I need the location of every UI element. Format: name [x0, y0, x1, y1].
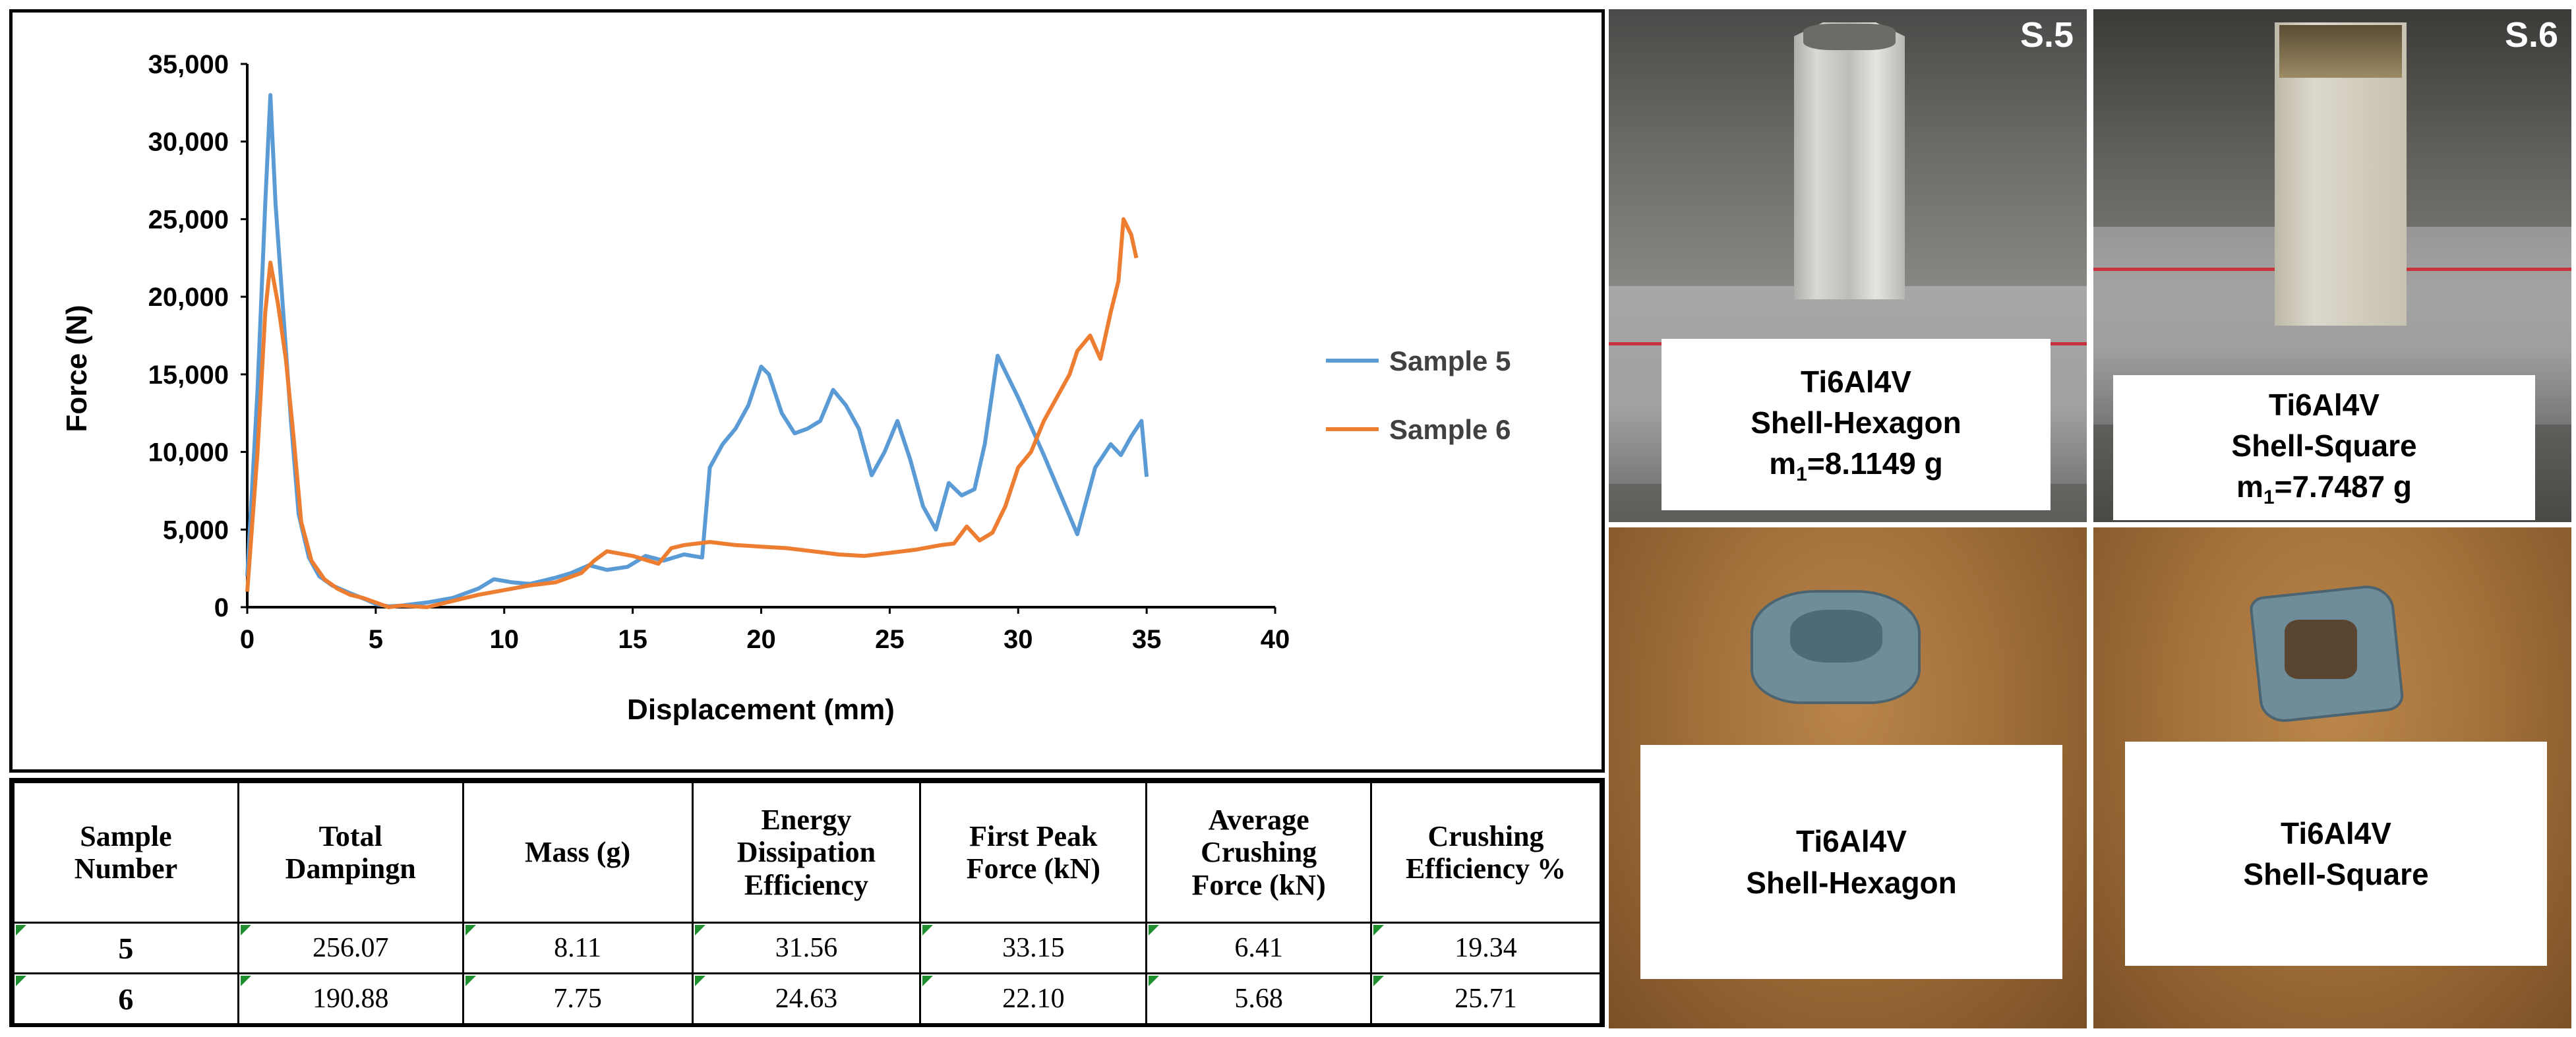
- table-cell: 22.10: [919, 972, 1148, 1025]
- photo-sample-5-before: S.5 Ti6Al4V Shell-Hexagon m1=8.1149 g: [1609, 9, 2087, 522]
- photo-sample-6-before: S.6 Ti6Al4V Shell-Square m1=7.7487 g: [2093, 9, 2571, 522]
- sample-tag: S.6: [2504, 15, 2558, 55]
- crushed-specimen-interior: [2285, 620, 2357, 679]
- mass-subscript: 1: [2263, 486, 2275, 508]
- material-label: Ti6Al4V: [1801, 364, 1911, 399]
- cell-indicator-icon: [240, 925, 251, 935]
- x-tick-label: 5: [369, 625, 383, 654]
- x-tick-label: 20: [746, 625, 776, 654]
- results-table: Sample Number Total Dampingn Mass (g) Energy D…: [13, 781, 1602, 1025]
- sample-tag: S.5: [2020, 15, 2074, 55]
- mass-label: m1=8.1149 g: [1769, 443, 1943, 489]
- cell-indicator-icon: [1373, 976, 1385, 986]
- hexagon-shell-opening: [1803, 24, 1896, 50]
- table-cell: 256.07: [237, 922, 464, 974]
- y-tick-label: 5,000: [163, 516, 229, 545]
- chart-svg: 0 5 10 15 20 25 30 35 40 0 5,000 10,000 15,000 20,000…: [61, 50, 1511, 726]
- x-tick-label: 30: [1003, 625, 1033, 654]
- sample-number-cell: 6: [13, 972, 239, 1025]
- x-tick-label: 0: [240, 625, 255, 654]
- column-header: Sample Number: [13, 781, 239, 924]
- cell-indicator-icon: [1149, 976, 1160, 986]
- table-cell: 33.15: [919, 922, 1148, 974]
- y-tick-label: 30,000: [148, 128, 229, 157]
- table-cell: 25.71: [1370, 972, 1602, 1025]
- table-cell: 6.41: [1145, 922, 1373, 974]
- table-cell: 24.63: [691, 972, 922, 1025]
- square-shell-opening: [2279, 25, 2402, 78]
- material-label: Ti6Al4V: [2281, 815, 2391, 850]
- specimen-label-card: Ti6Al4V Shell-Hexagon: [1640, 745, 2062, 979]
- photo-sample-6-crushed: Ti6Al4V Shell-Square: [2093, 527, 2571, 1028]
- table-row: 6 190.88 7.75 24.63 22.10 5.68 25.71: [13, 972, 1602, 1025]
- hexagon-shell-specimen: [1794, 22, 1905, 299]
- geometry-label: Shell-Hexagon: [1751, 405, 1962, 440]
- mass-value: =7.7487 g: [2274, 469, 2412, 504]
- column-header: Total Dampingn: [237, 781, 464, 924]
- y-tick-label: 25,000: [148, 205, 229, 234]
- column-header: First Peak Force (kN): [919, 781, 1148, 924]
- geometry-label: Shell-Square: [2231, 428, 2417, 463]
- x-tick-label: 25: [875, 625, 905, 654]
- cell-indicator-icon: [465, 925, 476, 935]
- table-cell: 5.68: [1145, 972, 1373, 1025]
- sample-number-cell: 5: [13, 922, 239, 974]
- column-header: Crushing Efficiency %: [1370, 781, 1602, 924]
- table-cell: 8.11: [462, 922, 694, 974]
- cell-indicator-icon: [16, 976, 26, 986]
- x-tick-label: 40: [1261, 625, 1290, 654]
- series-line-sample-6: [245, 217, 1139, 609]
- cell-indicator-icon: [1373, 925, 1385, 935]
- table-cell: 31.56: [691, 922, 922, 974]
- cell-indicator-icon: [922, 976, 934, 986]
- cell-indicator-icon: [16, 925, 26, 935]
- x-tick-label: 35: [1132, 625, 1162, 654]
- x-tick-label: 10: [490, 625, 520, 654]
- cell-indicator-icon: [465, 976, 476, 986]
- force-displacement-chart: 0 5 10 15 20 25 30 35 40 0 5,000 10,000 15,000 20,000…: [9, 9, 1605, 773]
- geometry-label: Shell-Square: [2243, 857, 2429, 891]
- table-cell: 7.75: [462, 972, 694, 1025]
- x-tick-label: 15: [618, 625, 647, 654]
- photo-sample-5-crushed: Ti6Al4V Shell-Hexagon: [1609, 527, 2087, 1028]
- specimen-label-card: Ti6Al4V Shell-Square: [2125, 742, 2547, 966]
- y-tick-label: 10,000: [148, 438, 229, 467]
- cell-indicator-icon: [1149, 925, 1160, 935]
- material-label: Ti6Al4V: [1796, 824, 1907, 859]
- mass-symbol: m: [1769, 446, 1797, 481]
- mass-subscript: 1: [1796, 463, 1807, 485]
- mass-label: m1=7.7487 g: [2236, 466, 2412, 512]
- column-header: Energy Dissipation Efficiency: [691, 781, 922, 924]
- series-line-sample-5: [245, 93, 1149, 608]
- table-cell: 190.88: [237, 972, 464, 1025]
- table-cell: 19.34: [1370, 922, 1602, 974]
- specimen-label-card: Ti6Al4V Shell-Hexagon m1=8.1149 g: [1662, 339, 2051, 510]
- mass-value: =8.1149 g: [1807, 446, 1943, 481]
- y-tick-label: 15,000: [148, 361, 229, 390]
- table-row: 5 256.07 8.11 31.56 33.15 6.41 19.34: [13, 922, 1602, 974]
- y-axis-title: Force (N): [61, 305, 93, 432]
- cell-indicator-icon: [922, 925, 934, 935]
- cell-indicator-icon: [694, 976, 705, 986]
- y-tick-label: 20,000: [148, 283, 229, 312]
- x-axis-title: Displacement (mm): [627, 694, 895, 726]
- legend-label: Sample 6: [1389, 414, 1511, 445]
- cell-indicator-icon: [694, 925, 705, 935]
- specimen-label-card: Ti6Al4V Shell-Square m1=7.7487 g: [2113, 375, 2535, 520]
- results-table-frame: Sample Number Total Dampingn Mass (g) Energy D…: [9, 778, 1605, 1027]
- table-header-row: Sample Number Total Dampingn Mass (g) Energy D…: [13, 781, 1602, 924]
- geometry-label: Shell-Hexagon: [1746, 865, 1957, 900]
- y-tick-label: 0: [214, 593, 229, 622]
- column-header: Mass (g): [462, 781, 694, 924]
- column-header: Average Crushing Force (kN): [1145, 781, 1373, 924]
- cell-indicator-icon: [240, 976, 251, 986]
- y-tick-label: 35,000: [148, 50, 229, 79]
- crushed-specimen-interior: [1790, 610, 1882, 663]
- mass-symbol: m: [2236, 469, 2263, 504]
- legend-label: Sample 5: [1389, 345, 1511, 376]
- material-label: Ti6Al4V: [2269, 387, 2380, 422]
